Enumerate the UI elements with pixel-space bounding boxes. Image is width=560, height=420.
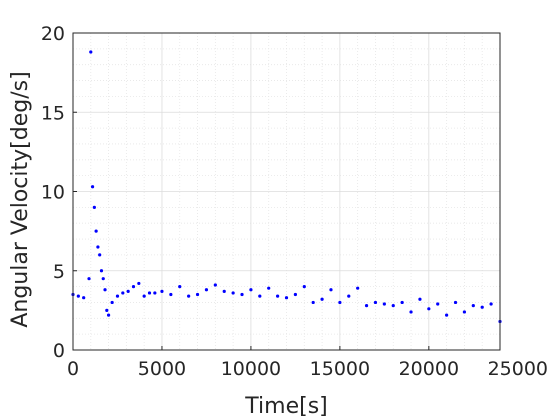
data-point xyxy=(126,289,130,293)
data-point xyxy=(178,285,182,289)
data-point xyxy=(99,269,104,273)
data-point xyxy=(101,277,105,281)
data-point xyxy=(147,291,152,295)
data-point xyxy=(240,292,244,297)
data-point xyxy=(320,297,324,301)
data-point xyxy=(311,300,315,305)
y-tick-label: 15 xyxy=(41,102,65,124)
data-point xyxy=(400,300,404,305)
data-points xyxy=(71,50,502,324)
x-tick-label: 20000 xyxy=(399,358,459,380)
data-point xyxy=(302,285,306,289)
data-point xyxy=(94,229,98,233)
data-point xyxy=(105,308,109,312)
data-point xyxy=(489,302,493,306)
x-tick-label: 15000 xyxy=(310,358,370,380)
data-point xyxy=(329,288,333,292)
x-tick-labels: 0 5000 10000 15000 20000 25000 xyxy=(67,358,548,380)
major-grid xyxy=(73,33,500,350)
data-point xyxy=(96,245,100,249)
data-point xyxy=(471,304,475,308)
data-point xyxy=(453,300,458,305)
data-point xyxy=(222,289,226,293)
data-point xyxy=(480,305,484,309)
data-point xyxy=(195,292,200,297)
data-point xyxy=(356,286,360,290)
x-axis-label: Time[s] xyxy=(244,394,327,419)
data-point xyxy=(142,294,146,298)
data-point xyxy=(382,302,386,306)
data-point xyxy=(445,313,449,317)
data-point xyxy=(131,285,136,289)
data-point xyxy=(137,281,141,286)
data-point xyxy=(462,310,467,314)
data-point xyxy=(276,294,280,298)
y-tick-label: 0 xyxy=(53,340,65,362)
data-point xyxy=(213,283,217,287)
data-point xyxy=(76,294,80,298)
data-point xyxy=(436,302,440,306)
data-point xyxy=(231,291,235,295)
data-point xyxy=(160,289,164,293)
data-point xyxy=(338,300,342,305)
data-point xyxy=(267,286,271,290)
data-point xyxy=(427,307,431,311)
data-point xyxy=(87,277,91,281)
y-tick-label: 5 xyxy=(53,261,65,283)
data-point xyxy=(89,50,93,54)
data-point xyxy=(110,300,114,305)
x-tick-label: 25000 xyxy=(488,358,548,380)
data-point xyxy=(82,296,86,300)
data-point xyxy=(106,313,111,317)
data-point xyxy=(115,294,120,298)
y-tick-label: 20 xyxy=(41,23,65,45)
data-point xyxy=(204,288,209,292)
data-point xyxy=(121,291,125,295)
data-point xyxy=(153,291,157,295)
data-point xyxy=(418,297,422,301)
data-point xyxy=(98,253,102,257)
data-point xyxy=(249,288,253,292)
data-point xyxy=(293,292,297,297)
data-point xyxy=(258,294,262,298)
data-point xyxy=(90,185,95,189)
data-point xyxy=(373,300,378,305)
data-point xyxy=(409,310,413,314)
data-point xyxy=(92,205,96,209)
data-point xyxy=(364,304,369,308)
y-axis-label: Angular Velocity[deg/s] xyxy=(8,71,33,327)
x-tick-label: 10000 xyxy=(221,358,281,380)
data-point xyxy=(187,294,191,298)
x-tick-label: 5000 xyxy=(138,358,186,380)
y-tick-label: 10 xyxy=(41,182,65,204)
data-point xyxy=(347,294,351,298)
data-point xyxy=(103,288,107,292)
ticks xyxy=(72,32,430,351)
data-point xyxy=(169,292,173,297)
data-point xyxy=(284,296,289,300)
y-tick-labels: 0 5 10 15 20 xyxy=(41,23,65,362)
x-tick-label: 0 xyxy=(67,358,79,380)
data-point xyxy=(391,304,395,308)
